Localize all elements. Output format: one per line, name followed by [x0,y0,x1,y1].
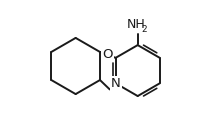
Text: NH: NH [127,18,146,31]
Text: N: N [111,77,120,90]
Text: 2: 2 [142,25,147,34]
Text: O: O [103,48,113,61]
